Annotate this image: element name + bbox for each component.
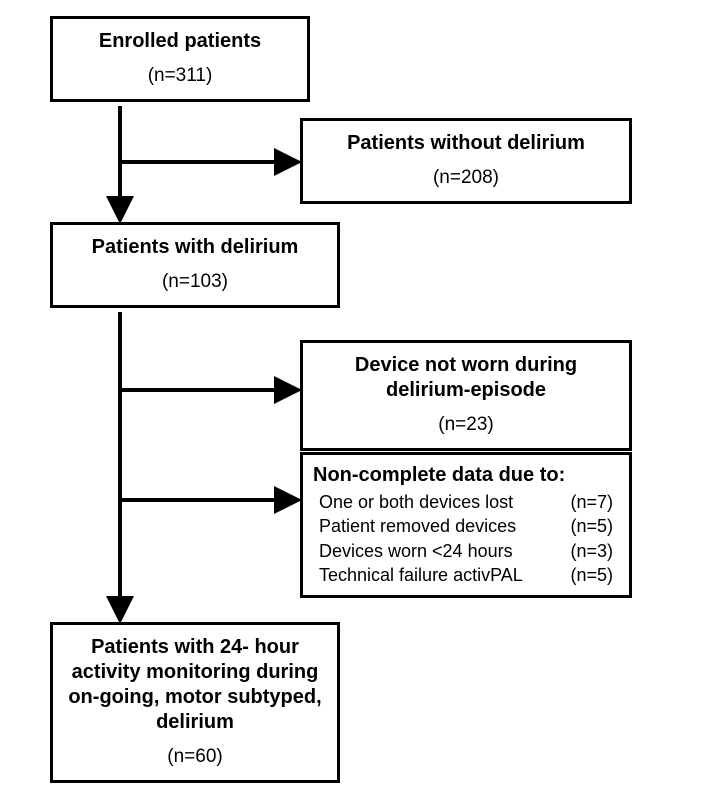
node-enrolled: Enrolled patients (n=311) [50, 16, 310, 102]
reason-row: Technical failure activPAL (n=5) [319, 563, 613, 587]
node-with-delirium: Patients with delirium (n=103) [50, 222, 340, 308]
reason-n: (n=7) [570, 490, 613, 514]
reason-row: Patient removed devices (n=5) [319, 514, 613, 538]
node-no-delirium-title: Patients without delirium [311, 131, 621, 156]
reason-n: (n=3) [570, 539, 613, 563]
node-noncomplete: Non-complete data due to: One or both de… [300, 452, 632, 598]
reason-label: One or both devices lost [319, 490, 513, 514]
node-device-not-worn-title: Device not worn during delirium-episode [311, 353, 621, 403]
flowchart-canvas: Enrolled patients (n=311) Patients witho… [0, 0, 707, 799]
node-device-not-worn-count: (n=23) [311, 413, 621, 438]
reason-row: One or both devices lost (n=7) [319, 490, 613, 514]
noncomplete-reason-list: One or both devices lost (n=7) Patient r… [313, 488, 619, 587]
node-final: Patients with 24- hour activity monitori… [50, 622, 340, 783]
node-with-delirium-title: Patients with delirium [61, 235, 329, 260]
node-no-delirium-count: (n=208) [311, 166, 621, 191]
node-no-delirium: Patients without delirium (n=208) [300, 118, 632, 204]
reason-label: Patient removed devices [319, 514, 516, 538]
node-final-title: Patients with 24- hour activity monitori… [61, 635, 329, 735]
node-enrolled-title: Enrolled patients [61, 29, 299, 54]
reason-label: Devices worn <24 hours [319, 539, 513, 563]
node-final-count: (n=60) [61, 745, 329, 770]
node-with-delirium-count: (n=103) [61, 270, 329, 295]
node-device-not-worn: Device not worn during delirium-episode … [300, 340, 632, 451]
reason-n: (n=5) [570, 563, 613, 587]
reason-row: Devices worn <24 hours (n=3) [319, 539, 613, 563]
node-noncomplete-title: Non-complete data due to: [313, 463, 619, 488]
node-enrolled-count: (n=311) [61, 64, 299, 89]
reason-n: (n=5) [570, 514, 613, 538]
reason-label: Technical failure activPAL [319, 563, 523, 587]
